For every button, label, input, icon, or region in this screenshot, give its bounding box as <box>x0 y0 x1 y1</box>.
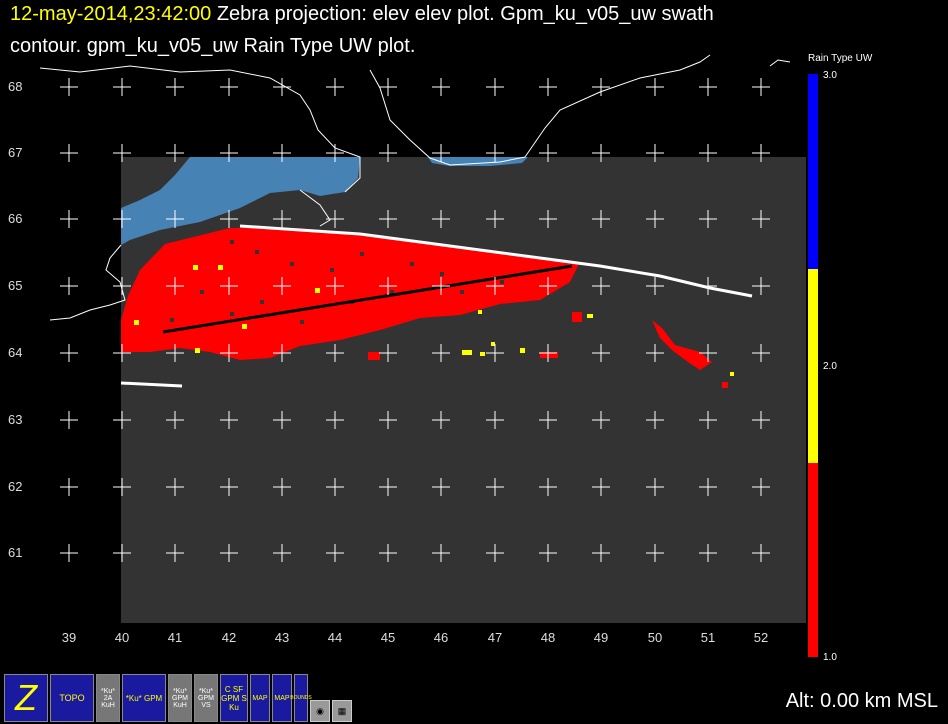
rain-gap <box>170 318 174 322</box>
bounds-button[interactable]: BOUNDS <box>290 674 312 722</box>
rain-gap <box>230 240 234 244</box>
y-tick-label: 67 <box>8 145 23 160</box>
zebra-logo-button[interactable]: Z <box>4 674 48 722</box>
timestamp: 12-may-2014,23:42:00 <box>10 3 212 25</box>
map-button-2[interactable]: MAP <box>272 674 292 722</box>
rain-gap <box>500 280 504 284</box>
rain-gap <box>255 250 259 254</box>
x-tick-label: 52 <box>753 630 769 645</box>
x-tick-label: 42 <box>221 630 237 645</box>
ku-gpm-button[interactable]: *Ku* GPM <box>122 674 166 722</box>
plot-title-line1: 12-may-2014,23:42:00 Zebra projection: e… <box>10 2 714 26</box>
ocean-area-west <box>121 157 360 245</box>
circle-tool-icon[interactable]: ◉ <box>310 700 330 722</box>
plot-title-line2: contour. gpm_ku_v05_uw Rain Type UW plot… <box>10 35 416 57</box>
map-button-1[interactable]: MAP <box>250 674 270 722</box>
rain-gap <box>360 252 364 256</box>
swath-edge-south <box>120 381 183 388</box>
x-tick-label: 43 <box>274 630 290 645</box>
rain-gap <box>410 262 414 266</box>
track-line <box>162 264 573 334</box>
coastline <box>39 54 791 321</box>
colorbar-title: Rain Type UW <box>808 53 873 64</box>
colorbar-segment-2 <box>808 269 818 463</box>
rain-fleck <box>540 352 558 358</box>
rain-gap <box>440 272 444 276</box>
x-tick-label: 50 <box>647 630 663 645</box>
y-tick-label: 61 <box>8 545 23 560</box>
x-tick-label: 48 <box>540 630 556 645</box>
y-tick-label: 65 <box>8 278 23 293</box>
x-tick-label: 46 <box>433 630 449 645</box>
x-tick-label: 40 <box>114 630 130 645</box>
rain-gap <box>460 290 464 294</box>
colorbar-tick: 2.0 <box>823 361 837 372</box>
x-tick-label: 47 <box>487 630 503 645</box>
y-tick-label: 63 <box>8 412 23 427</box>
colorbar-tick: 3.0 <box>823 70 837 81</box>
rain-gap <box>330 268 334 272</box>
x-tick-label: 44 <box>327 630 343 645</box>
swath-edge-north <box>239 224 753 298</box>
title-text: Zebra projection: elev elev plot. Gpm_ku… <box>216 3 714 25</box>
x-tick-label: 51 <box>700 630 716 645</box>
ku-button-2[interactable]: *Ku* GPM KuH <box>168 674 192 722</box>
y-tick-label: 66 <box>8 211 23 226</box>
csf-gpm-button[interactable]: C SF GPM S Ku <box>220 674 248 722</box>
x-tick-label: 39 <box>61 630 77 645</box>
rain-gap <box>300 320 304 324</box>
y-tick-label: 64 <box>8 345 23 360</box>
rain-gap <box>260 300 264 304</box>
grid-crosses <box>60 78 770 562</box>
rain-fleck <box>572 312 582 322</box>
convective-specks <box>134 265 734 376</box>
rain-fleck <box>722 382 728 388</box>
y-tick-label: 62 <box>8 479 23 494</box>
rain-gap <box>290 262 294 266</box>
x-tick-label: 45 <box>380 630 396 645</box>
rain-gap <box>230 312 234 316</box>
rain-region-main <box>121 228 580 360</box>
rain-gap <box>200 290 204 294</box>
rain-region-east <box>652 320 712 370</box>
colorbar-segment-3 <box>808 74 818 269</box>
y-tick-label: 68 <box>8 79 23 94</box>
icon-toolbar: Z TOPO *Ku* 2A KuH *Ku* GPM *Ku* GPM KuH… <box>4 672 352 722</box>
x-tick-label: 49 <box>593 630 609 645</box>
ku-vs-button[interactable]: *Ku* GPM VS <box>194 674 218 722</box>
topo-button[interactable]: TOPO <box>50 674 94 722</box>
grid-tool-icon[interactable]: ▦ <box>332 700 352 722</box>
colorbar-segment-1 <box>808 463 818 657</box>
rain-gap <box>390 290 394 294</box>
colorbar-tick: 1.0 <box>823 652 837 663</box>
ku-button-1[interactable]: *Ku* 2A KuH <box>96 674 120 722</box>
x-tick-label: 41 <box>167 630 183 645</box>
ocean-area-east <box>428 157 528 166</box>
altitude-readout: Alt: 0.00 km MSL <box>785 690 938 712</box>
rain-fleck <box>368 352 380 360</box>
